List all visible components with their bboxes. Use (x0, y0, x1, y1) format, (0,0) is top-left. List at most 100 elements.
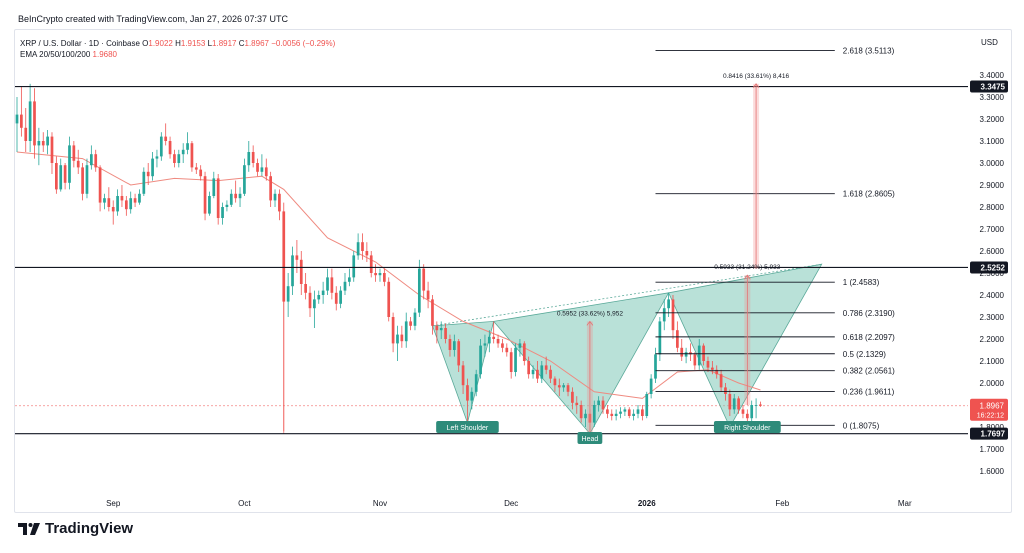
candle-body (225, 204, 229, 207)
candle-body (356, 242, 360, 256)
pattern-label-box (436, 421, 499, 433)
candle-body (50, 136, 54, 163)
candle-body (46, 136, 49, 146)
candle-body (610, 413, 614, 416)
candle-body (509, 352, 513, 372)
candle-body (544, 365, 548, 370)
candle-body (413, 312, 417, 326)
candle-body (396, 334, 399, 344)
candle-body (671, 299, 675, 331)
candle-body (186, 143, 189, 150)
candle-body (103, 198, 106, 203)
candle-body (238, 193, 242, 199)
candle-body (719, 374, 723, 388)
price-tick-label: 2.8000 (980, 203, 1005, 212)
candle-body (181, 149, 185, 155)
candle-body (94, 154, 98, 168)
candle-body (177, 154, 181, 163)
candle-body (221, 207, 224, 218)
candle-body (632, 413, 635, 416)
candle-body (553, 378, 557, 386)
symbol-title[interactable]: XRP / U.S. Dollar · 1D · Coinbase (20, 39, 140, 48)
price-tick-label: 1.8000 (980, 423, 1005, 432)
candle-body (343, 281, 347, 291)
candle-body (190, 143, 194, 168)
level-price-tag (970, 427, 1008, 440)
ohlc-h-label: H (175, 39, 181, 48)
level-price-tag-label: 3.3475 (981, 83, 1006, 92)
candle-body (133, 198, 137, 203)
ohlc-values: O1.9022 H1.9153 L1.8917 C1.8967 −0.0056 … (142, 39, 335, 48)
measure-arrow (752, 83, 760, 89)
candle-body (247, 152, 251, 166)
time-tick-label: Oct (238, 499, 251, 508)
candle-body (474, 374, 478, 392)
currency-label[interactable]: USD (981, 38, 998, 47)
candle-body (584, 413, 587, 419)
candle-body (159, 136, 163, 157)
candle-body (536, 369, 539, 379)
candle-body (505, 347, 509, 353)
candle-body (597, 400, 601, 405)
time-tick-label: Sep (106, 499, 121, 508)
candle-body (514, 347, 517, 372)
candle-body (645, 394, 649, 416)
candle-body (431, 299, 434, 326)
bar-countdown-label: 16:22:12 (977, 413, 1004, 420)
price-tick-label: 3.0000 (980, 159, 1005, 168)
candle-body (387, 281, 391, 317)
symbol-row[interactable]: XRP / U.S. Dollar · 1D · Coinbase O1.902… (20, 38, 335, 49)
candle-body (334, 292, 338, 304)
ohlc-l-label: L (207, 39, 213, 48)
candle-body (496, 339, 500, 344)
candle-body (365, 251, 369, 256)
ohlc-o-label: O (142, 39, 149, 48)
price-tick-label: 2.9000 (980, 181, 1005, 190)
measure-arrow (586, 320, 594, 326)
candle-body (614, 413, 618, 416)
candle-body (212, 178, 216, 196)
fib-level-label: 1 (2.4583) (843, 278, 880, 287)
plot-area (15, 50, 968, 444)
candle-body (326, 277, 329, 291)
candle-body (55, 163, 58, 190)
candle-body (41, 141, 45, 146)
level-price-tag-label: 2.5252 (981, 263, 1006, 272)
price-tick-label: 3.1000 (980, 137, 1005, 146)
ohlc-h-value: 1.9153 (180, 39, 206, 48)
fib-level-label: 0 (1.8075) (843, 421, 880, 430)
ema-row[interactable]: EMA 20/50/100/200 1.9680 (20, 49, 335, 60)
candle-body (404, 321, 408, 342)
measure-label: 0.5933 (31.24%) 5,933 (714, 264, 781, 271)
candle-body (676, 330, 679, 348)
tradingview-logo-icon (18, 522, 40, 535)
candle-body (710, 367, 714, 370)
candle-body (59, 165, 63, 190)
candle-body (575, 402, 579, 405)
candle-body (98, 167, 102, 203)
candle-body (741, 409, 745, 414)
pattern-label-box (713, 421, 781, 433)
pattern-label-box (577, 432, 603, 444)
chart-frame (14, 29, 1012, 513)
candle-body (282, 211, 286, 302)
candle-body (737, 398, 740, 410)
candle-body (702, 345, 705, 361)
candle-body (470, 391, 474, 401)
candle-body (28, 101, 32, 141)
ema-line (16, 151, 761, 399)
time-tick-label: Feb (775, 499, 789, 508)
candle-body (606, 409, 609, 414)
candle-body (251, 152, 255, 163)
candle-body (571, 391, 574, 403)
ohlc-change-value: −0.0056 (−0.29%) (271, 39, 336, 48)
price-tick-label: 2.0000 (980, 379, 1005, 388)
candle-body (562, 385, 566, 388)
candle-body (151, 158, 154, 177)
ema-label[interactable]: EMA 20/50/100/200 (20, 50, 91, 59)
candle-body (658, 321, 662, 355)
candle-body (352, 255, 356, 278)
price-tick-label: 2.1000 (980, 357, 1005, 366)
candle-body (269, 176, 273, 201)
